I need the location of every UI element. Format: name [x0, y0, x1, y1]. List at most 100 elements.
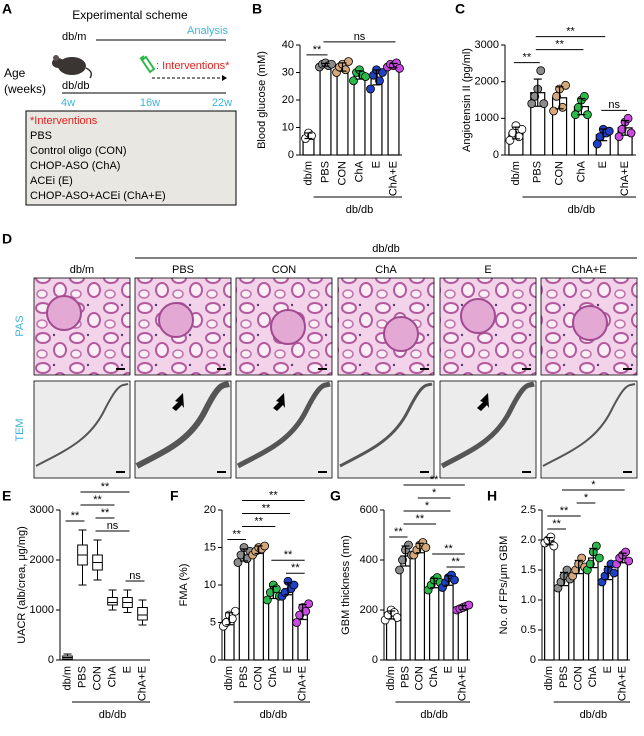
data-point [307, 131, 316, 141]
data-point [450, 575, 459, 585]
x-tick-label: PBS [532, 161, 544, 183]
significance-label: ** [451, 556, 460, 568]
data-point [609, 568, 619, 578]
data-point [327, 59, 336, 69]
glomerulus [46, 295, 82, 331]
x-tick-label: CON [253, 666, 265, 691]
box-item: CHOP-ASO+ACEi (ChA+E) [30, 190, 166, 202]
significance-label: ** [262, 502, 271, 514]
y-tick-label: 0 [48, 654, 54, 666]
data-point [341, 65, 350, 75]
bar [443, 579, 454, 661]
significance-label: * [591, 479, 596, 491]
y-tick-label: 3000 [30, 504, 54, 516]
data-point [617, 124, 627, 134]
significance-label: * [584, 492, 589, 504]
glomerulus [158, 302, 194, 338]
y-axis-label: UACR (alb/crea, μg/mg) [16, 526, 28, 644]
scheme-title: Experimental scheme [72, 8, 188, 22]
x-tick-label: db/m [61, 666, 73, 690]
column-label: ChA [375, 264, 397, 276]
column-label: PBS [172, 264, 194, 276]
x-tick-label: db/m [385, 666, 397, 690]
intervention-box [25, 110, 237, 206]
bar [336, 66, 349, 156]
bar [573, 566, 584, 661]
x-tick-label: PBS [76, 666, 88, 688]
data-point [349, 76, 358, 86]
bar [414, 547, 426, 661]
significance-label: ** [71, 510, 80, 522]
x-tick-label: ChA+E [136, 666, 148, 701]
panel-letter: B [252, 1, 262, 17]
analysis-label: Analysis [187, 25, 228, 37]
column-label: CON [272, 264, 297, 276]
bar [544, 540, 555, 661]
x-tick-label: ChA+E [619, 161, 631, 196]
significance-label: ns [129, 570, 141, 582]
group-label: db/db [260, 709, 288, 721]
x-tick-label: ChA [428, 665, 440, 687]
significance-label: ** [552, 518, 561, 530]
week-label: 22w [212, 97, 232, 109]
bar [617, 557, 628, 661]
significance-label: * [425, 500, 430, 512]
data-point [392, 613, 402, 622]
data-point [574, 102, 583, 112]
tem-image [33, 380, 131, 479]
x-tick-label: db/m [510, 161, 522, 185]
group-label: db/db [420, 709, 448, 721]
data-point [517, 124, 527, 134]
x-tick-label: db/m [543, 666, 555, 690]
significance-label: ** [291, 562, 300, 574]
significance-label: * [432, 487, 437, 499]
box [137, 607, 148, 621]
panel-letter: D [2, 231, 12, 247]
x-tick-label: E [602, 666, 614, 673]
significance-label: ** [101, 507, 110, 519]
y-tick-label: 5 [210, 616, 216, 628]
column-label: ChA+E [571, 264, 606, 276]
x-tick-label: ChA+E [457, 666, 469, 701]
histology-panel: D db/db PAS TEM db/m PBS CON ChA E ChA+E [2, 231, 638, 479]
scheme-panel: A Experimental scheme db/m Analysis Age … [2, 1, 237, 206]
column-label: E [484, 264, 491, 276]
y-tick-label: 1000 [30, 604, 54, 616]
y-axis-label: GBM thickness (nm) [340, 535, 352, 635]
gbm-membrane [135, 381, 230, 469]
data-point [536, 66, 546, 76]
y-tick-label: 20 [282, 94, 294, 106]
y-axis-label: Angiotensin II (pg/ml) [461, 48, 473, 152]
bar [238, 554, 250, 661]
x-tick-label: E [370, 161, 382, 168]
arrow [477, 393, 489, 411]
data-point [421, 543, 431, 552]
chart: B 0 10 20 30 40 Blood glucose (mM) db/m PBS CON Ch… [252, 1, 404, 216]
significance-label: ** [566, 26, 575, 38]
x-tick-label: ChA [106, 665, 118, 687]
y-tick-label: 0 [493, 149, 499, 161]
data-point [227, 614, 237, 624]
syringe-icon [139, 55, 156, 74]
x-tick-label: CON [573, 666, 585, 691]
y-tick-label: 200 [360, 604, 378, 616]
x-tick-label: db/m [223, 666, 235, 690]
bar [428, 582, 440, 661]
x-tick-label: PBS [558, 666, 570, 688]
data-point [230, 606, 240, 616]
week-label: 16w [140, 97, 160, 109]
mouse-icon [52, 55, 93, 79]
x-tick-label: PBS [399, 666, 411, 688]
x-tick-label: E [442, 666, 454, 673]
data-point [614, 132, 624, 142]
significance-label: ns [107, 520, 119, 532]
intervention-label: : Interventions* [156, 60, 230, 72]
significance-label: ** [394, 526, 403, 538]
chart: H 0 0.5 1.0 1.5 2.0 2.5 No. of FPs/μm GBM db/m PB… [487, 479, 634, 721]
significance-label: ** [560, 505, 569, 517]
x-tick-label: CON [414, 666, 426, 691]
significance-label: ** [555, 39, 564, 51]
row-label: TEM [14, 418, 26, 441]
